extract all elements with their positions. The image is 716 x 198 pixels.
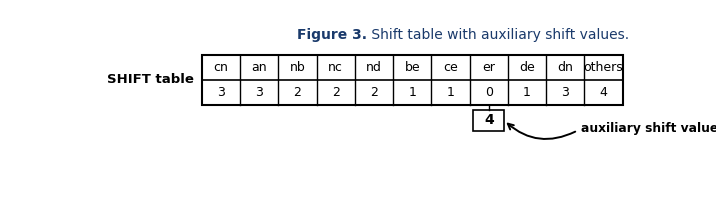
Text: be: be [405, 61, 420, 74]
Text: 2: 2 [370, 86, 378, 99]
Text: 4: 4 [484, 113, 493, 127]
Text: others: others [584, 61, 624, 74]
Text: 4: 4 [599, 86, 607, 99]
Text: auxiliary shift value: auxiliary shift value [581, 122, 716, 135]
Text: an: an [251, 61, 267, 74]
Text: 2: 2 [332, 86, 339, 99]
Text: SHIFT table: SHIFT table [107, 73, 194, 87]
Text: Figure 3.: Figure 3. [297, 28, 367, 42]
Text: er: er [483, 61, 495, 74]
Text: 2: 2 [294, 86, 301, 99]
Text: ce: ce [443, 61, 458, 74]
Text: 0: 0 [485, 86, 493, 99]
Bar [202, 55, 623, 105]
Text: 3: 3 [217, 86, 225, 99]
Text: Shift table with auxiliary shift values.: Shift table with auxiliary shift values. [367, 28, 629, 42]
Text: dn: dn [557, 61, 574, 74]
Text: 3: 3 [256, 86, 263, 99]
Text: de: de [519, 61, 535, 74]
Text: nb: nb [290, 61, 306, 74]
Text: cn: cn [213, 61, 228, 74]
Text: 1: 1 [408, 86, 416, 99]
Bar [473, 110, 504, 131]
Text: 3: 3 [561, 86, 569, 99]
Text: 1: 1 [523, 86, 531, 99]
Text: 1: 1 [447, 86, 455, 99]
Text: nd: nd [366, 61, 382, 74]
Text: nc: nc [329, 61, 343, 74]
